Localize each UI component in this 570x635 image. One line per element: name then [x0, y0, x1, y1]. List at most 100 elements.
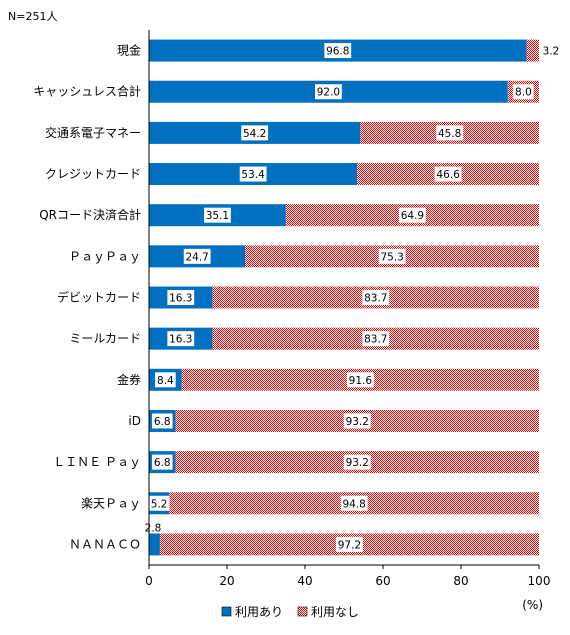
category-label: キャッシュレス合計: [33, 84, 141, 99]
data-label-not-used-bg: [399, 207, 426, 223]
data-label-not-used: 91.6: [346, 372, 374, 388]
data-label-not-used-text: 83.7: [364, 293, 387, 305]
data-label-not-used-text: 97.2: [338, 539, 361, 551]
data-label-not-used: 83.7: [362, 331, 390, 347]
data-label-used-text: 35.1: [206, 210, 229, 222]
data-label-not-used-bg: [434, 166, 462, 182]
data-label-not-used-bg: [340, 495, 368, 511]
data-label-not-used: 46.6: [434, 166, 462, 182]
data-label-not-used: 93.2: [343, 413, 371, 429]
data-label-not-used-bg: [362, 290, 390, 305]
bar-used: [149, 533, 160, 556]
data-label-used: 6.8: [151, 413, 173, 429]
x-tick-label: 60: [375, 574, 390, 588]
category-label: クレジットカード: [45, 167, 141, 181]
data-label-used-bg: [241, 125, 269, 141]
data-label-not-used-bg: [346, 372, 374, 388]
category-label: ＮＡＮＡＣＯ: [69, 537, 141, 551]
legend-label: 利用あり: [235, 605, 283, 619]
data-label-not-used: 93.2: [343, 454, 371, 470]
data-label-not-used-bg: [362, 331, 390, 347]
data-label-not-used-bg: [378, 248, 406, 264]
category-label: ＰａｙＰａｙ: [69, 249, 141, 263]
legend-swatch: [297, 606, 308, 617]
data-label-not-used: 83.7: [362, 290, 390, 305]
data-label-used: 6.8: [151, 454, 173, 470]
x-axis: 0 20 40 60 80 100 (%): [145, 30, 550, 612]
data-label-not-used-bg: [513, 84, 534, 100]
x-tick-label: 20: [219, 574, 234, 588]
data-label-not-used-text: 45.8: [438, 128, 461, 140]
category-label: 金券: [117, 372, 141, 387]
data-label-used: 16.3: [167, 331, 195, 347]
data-label-used-text: 16.3: [169, 334, 192, 346]
x-tick-label: 100: [528, 574, 551, 588]
data-label-used: 54.2: [241, 125, 269, 141]
data-label-not-used: 45.8: [436, 125, 464, 141]
category-label: QRコード決済合計: [39, 207, 141, 222]
data-label-not-used-text: 64.9: [401, 210, 424, 222]
data-label-not-used-text: 91.6: [349, 375, 373, 387]
data-label-used: 92.0: [315, 84, 342, 100]
category-label: 現金: [117, 43, 141, 58]
data-label-not-used: 75.3: [378, 248, 406, 264]
unit-label: (%): [522, 598, 543, 612]
data-label-used-bg: [315, 84, 342, 100]
data-label-used-text: 53.4: [241, 169, 265, 181]
category-label: ミールカード: [69, 332, 141, 346]
data-label-used-bg: [151, 413, 173, 429]
data-label-used-bg: [155, 372, 176, 388]
bars-group: 現金 96.8 3.2 キャッシュレス合計 92.0 8.0 交通系電子マネー 54.2 45.…: [33, 39, 560, 556]
data-label-used-text: 92.0: [317, 87, 340, 99]
data-label-used-bg: [183, 248, 211, 264]
data-label-used: 24.7: [183, 248, 211, 264]
sample-size-note: N=251人: [8, 10, 57, 23]
data-label-not-used-bg: [343, 413, 371, 429]
data-label-not-used: 3.2: [543, 46, 560, 58]
data-label-not-used-text: 75.3: [380, 251, 403, 263]
legend-label: 利用なし: [311, 605, 359, 619]
x-tick-label: 0: [145, 574, 153, 588]
data-label-not-used-text: 3.2: [543, 46, 560, 58]
data-label-not-used: 94.8: [340, 495, 368, 511]
data-label-used: 53.4: [239, 166, 267, 182]
bar-not-used: [526, 39, 539, 62]
data-label-not-used: 97.2: [336, 536, 363, 552]
data-label-not-used-bg: [343, 454, 371, 470]
data-label-not-used-text: 46.6: [436, 169, 460, 181]
data-label-not-used-text: 94.8: [342, 498, 365, 510]
data-label-used-bg: [204, 207, 231, 223]
data-label-not-used-bg: [336, 536, 363, 552]
x-tick-label: 40: [297, 574, 312, 588]
data-label-used-bg: [148, 495, 170, 511]
data-label-not-used-text: 8.0: [515, 87, 532, 99]
x-tick-label: 80: [453, 574, 468, 588]
data-label-used-bg: [167, 290, 195, 305]
legend-swatch: [221, 606, 232, 617]
category-label: 楽天Ｐａｙ: [81, 496, 141, 510]
data-label-used: 16.3: [167, 290, 195, 305]
data-label-used-text: 24.7: [185, 251, 208, 263]
data-label-used-text: 54.2: [243, 128, 266, 140]
data-label-not-used-text: 93.2: [346, 457, 369, 469]
data-label-used-text: 8.4: [157, 375, 174, 387]
category-label: デビットカード: [57, 290, 141, 305]
data-label-used: 96.8: [324, 43, 352, 59]
data-label-used-text: 2.8: [145, 522, 162, 534]
data-label-used: 2.8: [145, 522, 162, 534]
legend: 利用あり 利用なし: [221, 605, 359, 619]
category-label: 交通系電子マネー: [45, 125, 141, 140]
data-label-not-used-text: 93.2: [346, 416, 369, 428]
data-label-used: 8.4: [155, 372, 176, 388]
category-label: iD: [128, 414, 141, 428]
data-label-used-bg: [239, 166, 267, 182]
data-label-not-used: 8.0: [513, 84, 534, 100]
data-label-used-text: 16.3: [169, 293, 192, 305]
data-label-not-used: 64.9: [399, 207, 426, 223]
data-label-used: 35.1: [204, 207, 231, 223]
data-label-not-used-bg: [436, 125, 464, 141]
data-label-used: 5.2: [148, 495, 170, 511]
data-label-used-text: 5.2: [151, 498, 168, 510]
data-label-not-used-text: 83.7: [364, 334, 387, 346]
